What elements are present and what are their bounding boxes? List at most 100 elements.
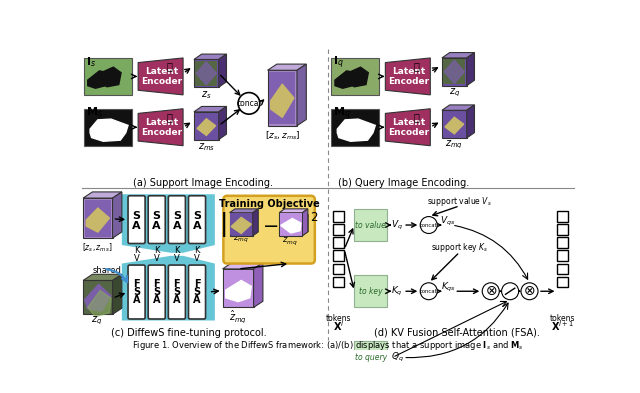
Polygon shape xyxy=(253,263,263,307)
Bar xyxy=(83,281,113,314)
Text: $K_q$: $K_q$ xyxy=(391,285,403,298)
Text: Latent
Encoder: Latent Encoder xyxy=(141,67,182,86)
Polygon shape xyxy=(194,54,227,59)
Bar xyxy=(194,59,219,87)
Polygon shape xyxy=(337,119,375,141)
Text: S: S xyxy=(133,287,140,297)
Text: S: S xyxy=(153,287,160,297)
FancyBboxPatch shape xyxy=(148,265,165,319)
Bar xyxy=(442,110,467,138)
FancyBboxPatch shape xyxy=(128,265,145,319)
Polygon shape xyxy=(122,194,215,253)
Text: $V_{qs}$: $V_{qs}$ xyxy=(440,215,456,228)
Bar xyxy=(280,213,301,235)
Polygon shape xyxy=(197,119,216,136)
Polygon shape xyxy=(83,274,122,281)
Polygon shape xyxy=(467,53,474,86)
Polygon shape xyxy=(86,208,109,232)
Bar xyxy=(444,112,465,136)
Text: F: F xyxy=(133,279,140,289)
Text: $z_q$: $z_q$ xyxy=(449,86,460,99)
Polygon shape xyxy=(88,290,111,317)
Circle shape xyxy=(482,283,499,300)
Text: A: A xyxy=(153,295,161,305)
FancyBboxPatch shape xyxy=(128,196,145,244)
Bar xyxy=(279,213,303,236)
Circle shape xyxy=(420,217,437,233)
Polygon shape xyxy=(297,64,307,126)
Text: A: A xyxy=(173,221,181,231)
Polygon shape xyxy=(226,281,252,302)
Text: tokens: tokens xyxy=(326,314,351,323)
Text: K: K xyxy=(154,246,159,255)
Bar xyxy=(195,61,217,86)
Circle shape xyxy=(502,283,518,300)
Bar xyxy=(223,269,253,307)
Bar xyxy=(557,277,568,287)
Text: $\mathbf{I}_q$: $\mathbf{I}_q$ xyxy=(333,55,344,71)
Text: (d) KV Fusion Self-Attention (FSA).: (d) KV Fusion Self-Attention (FSA). xyxy=(374,328,540,338)
Bar xyxy=(355,209,387,241)
Polygon shape xyxy=(279,209,308,213)
Text: $K_{qs}$: $K_{qs}$ xyxy=(440,281,456,294)
Text: F: F xyxy=(173,279,180,289)
Text: Latent
Encoder: Latent Encoder xyxy=(388,118,429,137)
Polygon shape xyxy=(442,105,474,110)
Bar xyxy=(333,250,344,261)
Polygon shape xyxy=(445,117,463,134)
Bar xyxy=(331,109,379,146)
Text: $z_s$: $z_s$ xyxy=(201,89,212,101)
Text: Latent
Encoder: Latent Encoder xyxy=(388,67,429,86)
Bar xyxy=(269,72,296,124)
Bar xyxy=(333,237,344,248)
Polygon shape xyxy=(444,60,465,83)
Text: 🔒: 🔒 xyxy=(166,61,173,71)
Text: Training Objective: Training Objective xyxy=(219,199,319,209)
Text: $z_{mq}$: $z_{mq}$ xyxy=(232,234,248,245)
Text: shared: shared xyxy=(93,266,122,275)
Text: V: V xyxy=(194,253,200,263)
Text: $\mathbf{I}_s$: $\mathbf{I}_s$ xyxy=(86,55,96,69)
Text: 🔒: 🔒 xyxy=(414,61,420,71)
Text: V: V xyxy=(154,253,159,263)
Polygon shape xyxy=(335,71,356,88)
Polygon shape xyxy=(385,109,430,146)
Polygon shape xyxy=(271,84,294,118)
FancyBboxPatch shape xyxy=(189,265,205,319)
Bar xyxy=(442,58,467,86)
Text: support key $K_s$: support key $K_s$ xyxy=(431,241,488,254)
Text: $||^2$: $||^2$ xyxy=(299,211,319,235)
Text: concat: concat xyxy=(420,289,438,294)
Circle shape xyxy=(238,93,260,114)
Bar xyxy=(444,59,465,84)
Polygon shape xyxy=(442,53,474,58)
Text: A: A xyxy=(133,295,140,305)
Text: K: K xyxy=(195,246,200,255)
Text: S: S xyxy=(153,211,161,221)
Text: to value: to value xyxy=(355,220,386,230)
Text: to query: to query xyxy=(355,353,387,362)
Text: concat: concat xyxy=(420,222,438,228)
Polygon shape xyxy=(230,209,259,213)
Text: $V_q$: $V_q$ xyxy=(391,219,403,231)
Polygon shape xyxy=(138,109,183,146)
Text: Latent
Encoder: Latent Encoder xyxy=(141,118,182,137)
Bar xyxy=(355,341,387,374)
Bar xyxy=(557,250,568,261)
Text: $\hat{z}_{mq}$: $\hat{z}_{mq}$ xyxy=(282,232,298,247)
Text: A: A xyxy=(193,295,201,305)
Bar xyxy=(230,213,252,235)
Text: K: K xyxy=(134,246,140,255)
Text: 🔒: 🔒 xyxy=(166,112,173,122)
Text: F: F xyxy=(194,279,200,289)
Polygon shape xyxy=(194,107,227,112)
Bar xyxy=(84,58,132,95)
Circle shape xyxy=(420,283,437,300)
Text: S: S xyxy=(193,287,200,297)
Text: $Q_q$: $Q_q$ xyxy=(390,351,403,364)
Text: A: A xyxy=(132,221,141,231)
Text: $\hat{z}_{mq}$: $\hat{z}_{mq}$ xyxy=(229,309,247,325)
FancyBboxPatch shape xyxy=(168,265,186,319)
Bar xyxy=(83,198,113,238)
Bar xyxy=(195,113,217,138)
